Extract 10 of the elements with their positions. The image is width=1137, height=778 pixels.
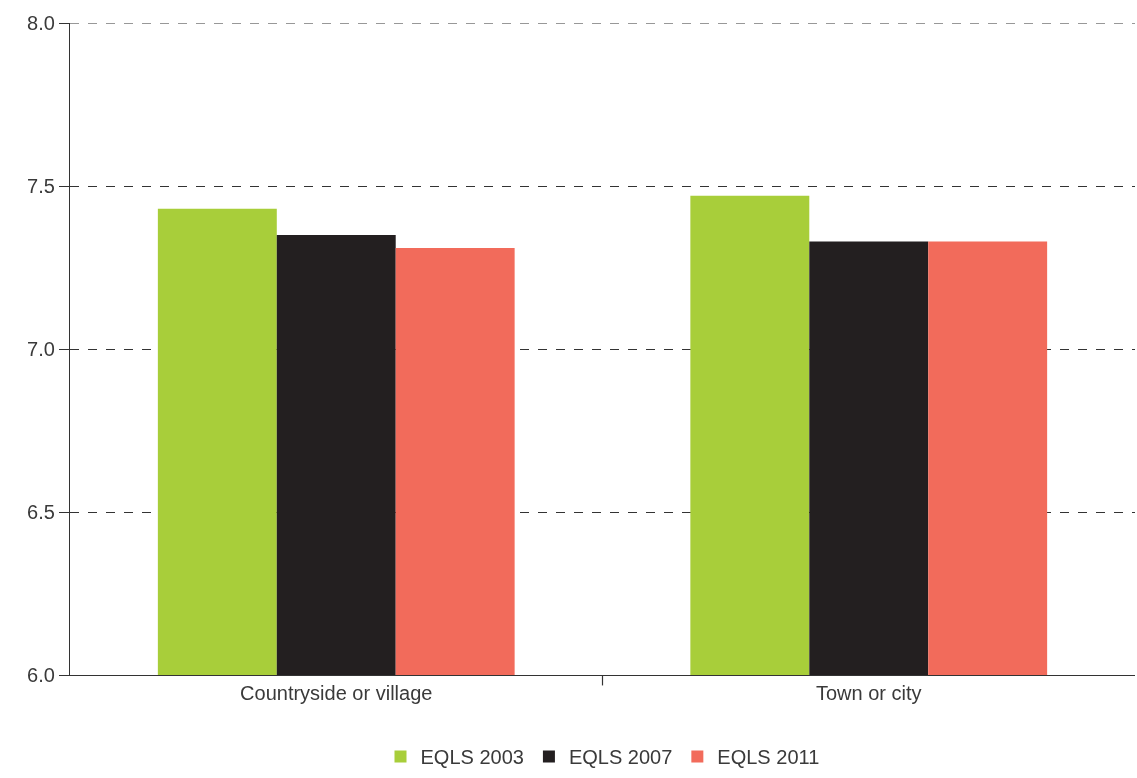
y-tick-label: 7.0 xyxy=(27,338,55,360)
y-tick-label: 7.5 xyxy=(27,175,55,197)
x-tick-label: Town or city xyxy=(815,682,922,705)
legend-label: EQLS 2011 xyxy=(717,746,820,769)
legend-label: EQLS 2007 xyxy=(568,746,673,769)
legend-label: EQLS 2003 xyxy=(420,746,524,769)
x-tick-label: Countryside or village xyxy=(240,682,433,705)
y-tick-label: 6.5 xyxy=(27,501,55,523)
y-tick-label: 8.0 xyxy=(27,12,55,34)
y-tick-label: 6.0 xyxy=(27,664,55,686)
